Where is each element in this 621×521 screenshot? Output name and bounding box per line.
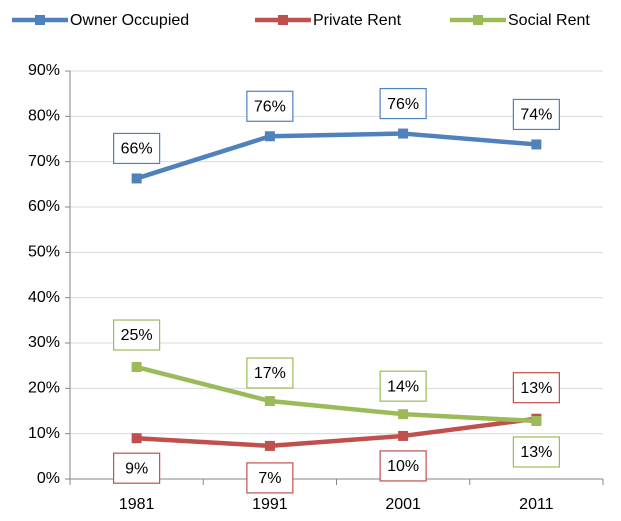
y-tick-label: 40% bbox=[28, 289, 60, 306]
data-label: 76% bbox=[387, 96, 419, 113]
y-tick-label: 90% bbox=[28, 62, 60, 79]
marker bbox=[398, 128, 409, 139]
y-tick-label: 80% bbox=[28, 108, 60, 125]
y-tick-label: 50% bbox=[28, 244, 60, 261]
legend-marker bbox=[35, 15, 45, 25]
data-label-box bbox=[512, 436, 560, 468]
marker bbox=[131, 362, 142, 373]
marker bbox=[398, 430, 409, 441]
marker bbox=[531, 139, 542, 150]
marker bbox=[531, 415, 542, 426]
y-tick-label: 20% bbox=[28, 380, 60, 397]
data-label: 76% bbox=[254, 98, 286, 115]
data-label-box bbox=[113, 132, 161, 165]
data-label-box bbox=[379, 370, 427, 402]
y-tick-label: 30% bbox=[28, 334, 60, 351]
y-tick-label: 0% bbox=[37, 470, 60, 487]
series-line bbox=[136, 416, 537, 449]
marker bbox=[398, 409, 409, 420]
data-label: 74% bbox=[520, 107, 552, 124]
data-label: 13% bbox=[520, 444, 552, 461]
marker bbox=[264, 396, 275, 407]
data-label-box bbox=[246, 462, 294, 494]
data-label: 13% bbox=[520, 380, 552, 397]
marker bbox=[131, 173, 142, 184]
y-tick-label: 10% bbox=[28, 425, 60, 442]
legend-label: Social Rent bbox=[508, 12, 590, 29]
data-label-box bbox=[512, 98, 560, 131]
series-line bbox=[135, 131, 537, 181]
x-tick-label: 2001 bbox=[385, 496, 421, 513]
legend-label: Owner Occupied bbox=[70, 12, 189, 29]
legend-marker bbox=[278, 15, 288, 25]
marker bbox=[264, 440, 275, 451]
legend-marker bbox=[473, 15, 483, 25]
y-tick-label: 70% bbox=[28, 153, 60, 170]
data-label-box bbox=[379, 450, 427, 482]
x-tick-label: 1991 bbox=[252, 496, 288, 513]
data-label: 14% bbox=[387, 378, 419, 395]
data-label: 17% bbox=[254, 365, 286, 382]
data-label-box bbox=[512, 372, 560, 404]
marker bbox=[131, 433, 142, 444]
x-tick-label: 1981 bbox=[119, 496, 155, 513]
marker bbox=[264, 131, 275, 142]
data-label-box bbox=[113, 319, 161, 351]
x-tick-label: 2011 bbox=[519, 496, 554, 513]
data-label: 66% bbox=[121, 141, 153, 158]
data-label: 10% bbox=[387, 458, 419, 475]
y-tick-label: 60% bbox=[28, 198, 60, 215]
data-label: 9% bbox=[125, 460, 148, 477]
data-label-box bbox=[113, 452, 161, 484]
data-label-box bbox=[379, 87, 427, 120]
data-label-box bbox=[246, 90, 294, 122]
data-label: 7% bbox=[258, 470, 281, 487]
data-label: 25% bbox=[121, 327, 153, 344]
legend-label: Private Rent bbox=[313, 12, 402, 29]
data-label-box bbox=[246, 357, 294, 389]
series-line bbox=[136, 364, 537, 424]
